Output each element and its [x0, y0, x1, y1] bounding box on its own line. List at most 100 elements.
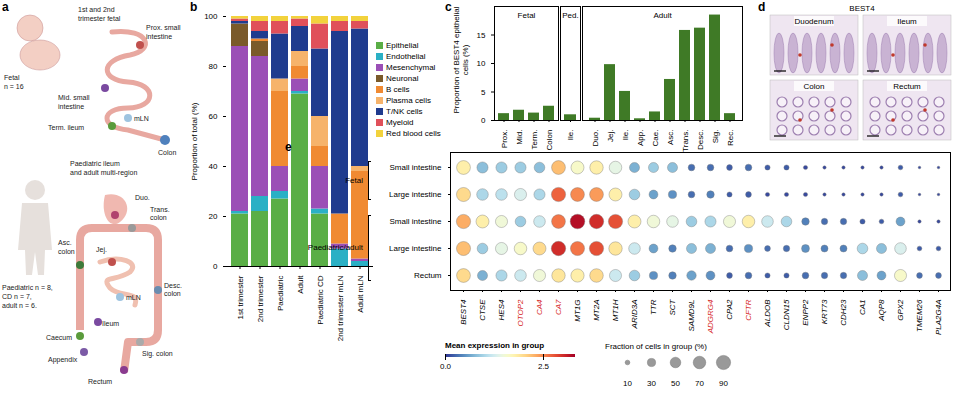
svg-text:Asc.: Asc.: [58, 239, 72, 246]
svg-text:Adult: Adult: [653, 11, 672, 20]
svg-text:90: 90: [719, 379, 728, 388]
svg-text:Jej.: Jej.: [606, 130, 615, 142]
svg-text:Duo.: Duo.: [135, 194, 150, 201]
svg-text:mLN: mLN: [134, 115, 149, 122]
svg-text:Asc.: Asc.: [666, 130, 675, 146]
svg-text:50: 50: [671, 379, 680, 388]
svg-text:MT2A: MT2A: [592, 300, 601, 321]
svg-text:10: 10: [623, 379, 632, 388]
svg-text:ARID3A: ARID3A: [630, 300, 639, 330]
svg-text:Small intestine: Small intestine: [389, 217, 442, 226]
svg-text:Large intestine: Large intestine: [389, 244, 442, 253]
svg-text:CA7: CA7: [554, 299, 563, 315]
svg-text:TMEM26: TMEM26: [915, 299, 924, 332]
svg-text:CPA2: CPA2: [725, 299, 734, 320]
svg-text:TTR: TTR: [649, 299, 658, 315]
svg-text:BEST4: BEST4: [459, 299, 468, 325]
svg-text:Small intestine: Small intestine: [389, 163, 442, 172]
svg-text:100: 100: [204, 12, 218, 21]
svg-text:Prox. small: Prox. small: [146, 24, 181, 31]
svg-text:n = 16: n = 16: [4, 83, 24, 90]
svg-text:60: 60: [209, 112, 218, 121]
svg-text:OTOP2: OTOP2: [516, 299, 525, 327]
svg-text:Large intestine: Large intestine: [389, 190, 442, 199]
svg-text:HES4: HES4: [497, 299, 506, 320]
svg-text:CDH23: CDH23: [839, 299, 848, 326]
svg-text:PLA2G4A: PLA2G4A: [934, 300, 943, 336]
svg-text:1st and 2nd: 1st and 2nd: [78, 6, 115, 13]
svg-text:intestine: intestine: [146, 33, 172, 40]
svg-text:CLDN15: CLDN15: [782, 299, 791, 330]
svg-text:70: 70: [695, 379, 704, 388]
svg-text:15: 15: [477, 31, 486, 40]
svg-text:Appendix: Appendix: [48, 356, 78, 364]
svg-text:CTSE: CTSE: [478, 299, 487, 321]
svg-text:ALDOB: ALDOB: [763, 299, 772, 328]
svg-text:2nd trimester: 2nd trimester: [256, 275, 265, 322]
svg-text:Colon: Colon: [545, 130, 554, 151]
svg-text:Trans.: Trans.: [681, 130, 690, 152]
svg-text:1st trimester: 1st trimester: [236, 275, 245, 319]
svg-text:CA1: CA1: [858, 300, 867, 316]
svg-text:Ped.: Ped.: [562, 11, 578, 20]
svg-text:Caecum: Caecum: [46, 334, 72, 341]
svg-text:2nd trimester mLN: 2nd trimester mLN: [336, 275, 345, 341]
svg-text:trimester fetal: trimester fetal: [78, 15, 121, 22]
svg-text:Trans.: Trans.: [150, 206, 170, 213]
svg-text:CFTR: CFTR: [744, 299, 753, 321]
svg-text:MT1H: MT1H: [611, 299, 620, 321]
svg-text:and adult multi-region: and adult multi-region: [70, 169, 137, 177]
svg-text:Fetal: Fetal: [4, 74, 20, 81]
svg-text:Term. ileum: Term. ileum: [48, 124, 84, 131]
svg-text:Colon: Colon: [804, 82, 825, 91]
svg-text:Rectum: Rectum: [88, 378, 112, 385]
svg-text:CD n = 7,: CD n = 7,: [2, 293, 32, 300]
svg-text:Rectum: Rectum: [893, 82, 921, 91]
svg-text:0: 0: [213, 262, 218, 271]
svg-text:BEST4: BEST4: [849, 4, 875, 13]
svg-text:Ileum: Ileum: [102, 320, 119, 327]
svg-text:0.0: 0.0: [440, 362, 452, 371]
svg-text:SAMD9L: SAMD9L: [687, 300, 696, 332]
svg-text:Paediatric: Paediatric: [276, 276, 285, 312]
svg-text:adult n = 6.: adult n = 6.: [2, 302, 37, 309]
svg-text:ADGRG4: ADGRG4: [706, 299, 715, 334]
svg-text:Mid. small: Mid. small: [58, 94, 90, 101]
svg-text:Mid.: Mid.: [515, 130, 524, 145]
svg-text:mLN: mLN: [126, 294, 141, 301]
svg-text:Desc.: Desc.: [164, 282, 182, 289]
svg-text:Ile.: Ile.: [621, 130, 630, 141]
svg-text:Sig.: Sig.: [711, 130, 720, 144]
svg-text:10: 10: [477, 59, 486, 68]
svg-text:Ile.: Ile.: [566, 130, 575, 141]
svg-text:Paediatric ileum: Paediatric ileum: [70, 160, 120, 167]
svg-text:2.5: 2.5: [538, 362, 550, 371]
svg-text:40: 40: [209, 162, 218, 171]
svg-text:Ileum: Ileum: [897, 17, 917, 26]
svg-text:AQP8: AQP8: [877, 299, 886, 322]
svg-text:Colon: Colon: [158, 149, 176, 156]
svg-text:Term.: Term.: [530, 130, 539, 150]
svg-text:Duodenum: Duodenum: [794, 17, 833, 26]
svg-text:Duo.: Duo.: [591, 130, 600, 147]
svg-text:App.: App.: [636, 130, 645, 146]
svg-text:Sig. colon: Sig. colon: [142, 350, 173, 358]
svg-text:colon: colon: [58, 248, 75, 255]
svg-text:80: 80: [209, 62, 218, 71]
svg-text:Prox.: Prox.: [500, 130, 509, 149]
svg-text:ENPP2: ENPP2: [801, 299, 810, 326]
svg-text:MT1G: MT1G: [573, 300, 582, 322]
svg-text:CA4: CA4: [535, 299, 544, 315]
svg-text:Rectum: Rectum: [414, 271, 442, 280]
svg-text:Paediatric CD: Paediatric CD: [316, 275, 325, 325]
svg-text:Mean expression in group: Mean expression in group: [445, 341, 544, 350]
svg-text:5: 5: [481, 88, 486, 97]
svg-text:KRT73: KRT73: [820, 299, 829, 324]
svg-text:intestine: intestine: [58, 103, 84, 110]
svg-text:Rec.: Rec.: [726, 130, 735, 146]
svg-text:Proportion of total (%): Proportion of total (%): [190, 102, 199, 180]
svg-text:Adult mLN: Adult mLN: [356, 275, 365, 313]
svg-text:SCT: SCT: [668, 298, 677, 315]
svg-text:Desc.: Desc.: [696, 130, 705, 150]
svg-text:0: 0: [481, 116, 486, 125]
